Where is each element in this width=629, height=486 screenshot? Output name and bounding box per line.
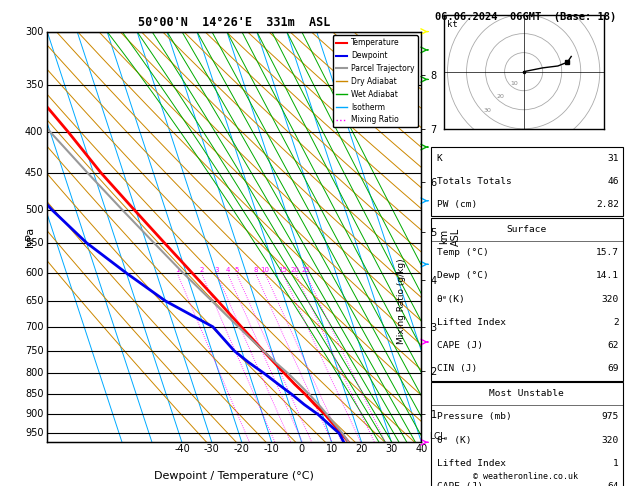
Text: CAPE (J): CAPE (J) — [437, 482, 483, 486]
Text: 1: 1 — [175, 267, 179, 273]
Text: 30: 30 — [484, 108, 491, 113]
Text: 25: 25 — [301, 267, 310, 273]
Text: 69: 69 — [608, 364, 619, 373]
Text: 15: 15 — [278, 267, 287, 273]
Text: 900: 900 — [25, 409, 43, 419]
Text: 10: 10 — [325, 444, 338, 454]
Text: Mixing Ratio (g/kg): Mixing Ratio (g/kg) — [397, 259, 406, 344]
Text: 46: 46 — [608, 177, 619, 186]
Text: Surface: Surface — [507, 225, 547, 234]
Text: 8: 8 — [253, 267, 258, 273]
Text: 20: 20 — [497, 94, 505, 99]
Text: 300: 300 — [25, 27, 43, 36]
Text: 350: 350 — [25, 80, 43, 90]
Text: 700: 700 — [25, 322, 43, 332]
Text: Dewp (°C): Dewp (°C) — [437, 272, 489, 280]
FancyBboxPatch shape — [431, 218, 623, 381]
Text: 320: 320 — [601, 295, 619, 304]
Title: 50°00'N  14°26'E  331m  ASL: 50°00'N 14°26'E 331m ASL — [138, 16, 330, 29]
Text: Lifted Index: Lifted Index — [437, 459, 506, 468]
Text: CIN (J): CIN (J) — [437, 364, 477, 373]
Text: K: K — [437, 154, 443, 163]
Text: 10: 10 — [510, 81, 518, 86]
Text: 10: 10 — [260, 267, 269, 273]
Text: 800: 800 — [25, 368, 43, 378]
Text: 06.06.2024  06GMT  (Base: 18): 06.06.2024 06GMT (Base: 18) — [435, 12, 616, 22]
Text: -10: -10 — [264, 444, 280, 454]
Text: 975: 975 — [601, 413, 619, 421]
Text: 20: 20 — [355, 444, 368, 454]
Text: θᵉ (K): θᵉ (K) — [437, 436, 471, 445]
Text: 950: 950 — [25, 428, 43, 438]
Text: 550: 550 — [25, 238, 43, 248]
Text: kt: kt — [447, 20, 458, 29]
FancyBboxPatch shape — [431, 147, 623, 216]
Text: Totals Totals: Totals Totals — [437, 177, 511, 186]
Text: 3: 3 — [214, 267, 219, 273]
Text: 2: 2 — [199, 267, 204, 273]
Text: 14.1: 14.1 — [596, 272, 619, 280]
Text: -40: -40 — [174, 444, 190, 454]
Text: LCL: LCL — [429, 433, 445, 441]
Text: Pressure (mb): Pressure (mb) — [437, 413, 511, 421]
Text: Temp (°C): Temp (°C) — [437, 248, 489, 257]
Text: CAPE (J): CAPE (J) — [437, 341, 483, 350]
FancyBboxPatch shape — [431, 382, 623, 486]
Text: 650: 650 — [25, 296, 43, 306]
Text: θᵉ(K): θᵉ(K) — [437, 295, 465, 304]
Text: Lifted Index: Lifted Index — [437, 318, 506, 327]
Text: 40: 40 — [415, 444, 428, 454]
Text: 4: 4 — [225, 267, 230, 273]
Text: 400: 400 — [25, 127, 43, 137]
Text: 5: 5 — [234, 267, 238, 273]
Text: 31: 31 — [608, 154, 619, 163]
Y-axis label: km
ASL: km ASL — [440, 228, 461, 246]
Text: Dewpoint / Temperature (°C): Dewpoint / Temperature (°C) — [154, 471, 314, 481]
Text: 15.7: 15.7 — [596, 248, 619, 257]
Text: 450: 450 — [25, 168, 43, 178]
Text: Most Unstable: Most Unstable — [489, 389, 564, 398]
Text: 30: 30 — [386, 444, 398, 454]
Text: PW (cm): PW (cm) — [437, 200, 477, 209]
Text: -20: -20 — [234, 444, 250, 454]
Text: © weatheronline.co.uk: © weatheronline.co.uk — [473, 472, 577, 481]
Text: 20: 20 — [291, 267, 300, 273]
Text: 500: 500 — [25, 205, 43, 215]
Text: 0: 0 — [299, 444, 304, 454]
Text: -30: -30 — [204, 444, 220, 454]
Text: 750: 750 — [25, 346, 43, 356]
Legend: Temperature, Dewpoint, Parcel Trajectory, Dry Adiabat, Wet Adiabat, Isotherm, Mi: Temperature, Dewpoint, Parcel Trajectory… — [333, 35, 418, 127]
Text: 600: 600 — [25, 268, 43, 278]
Text: 2.82: 2.82 — [596, 200, 619, 209]
Text: 850: 850 — [25, 389, 43, 399]
Text: 62: 62 — [608, 341, 619, 350]
Text: 2: 2 — [613, 318, 619, 327]
Text: 64: 64 — [608, 482, 619, 486]
Text: 320: 320 — [601, 436, 619, 445]
Text: 1: 1 — [613, 459, 619, 468]
Text: hPa: hPa — [25, 227, 35, 247]
